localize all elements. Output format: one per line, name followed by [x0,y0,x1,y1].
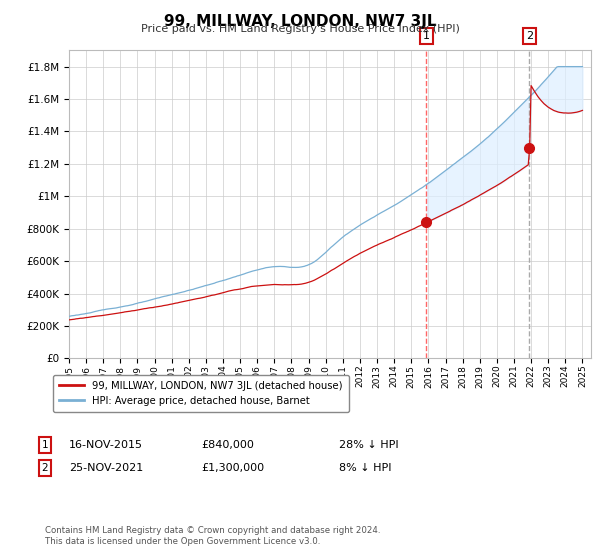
Text: 16-NOV-2015: 16-NOV-2015 [69,440,143,450]
Text: 8% ↓ HPI: 8% ↓ HPI [339,463,391,473]
Text: 28% ↓ HPI: 28% ↓ HPI [339,440,398,450]
Text: Price paid vs. HM Land Registry's House Price Index (HPI): Price paid vs. HM Land Registry's House … [140,24,460,34]
Text: £840,000: £840,000 [201,440,254,450]
Text: 99, MILLWAY, LONDON, NW7 3JL: 99, MILLWAY, LONDON, NW7 3JL [164,14,436,29]
Text: 25-NOV-2021: 25-NOV-2021 [69,463,143,473]
Text: 2: 2 [41,463,49,473]
Text: 2: 2 [526,31,533,41]
Text: Contains HM Land Registry data © Crown copyright and database right 2024.
This d: Contains HM Land Registry data © Crown c… [45,526,380,546]
Legend: 99, MILLWAY, LONDON, NW7 3JL (detached house), HPI: Average price, detached hous: 99, MILLWAY, LONDON, NW7 3JL (detached h… [53,375,349,412]
Text: 1: 1 [41,440,49,450]
Text: £1,300,000: £1,300,000 [201,463,264,473]
Text: 1: 1 [423,31,430,41]
